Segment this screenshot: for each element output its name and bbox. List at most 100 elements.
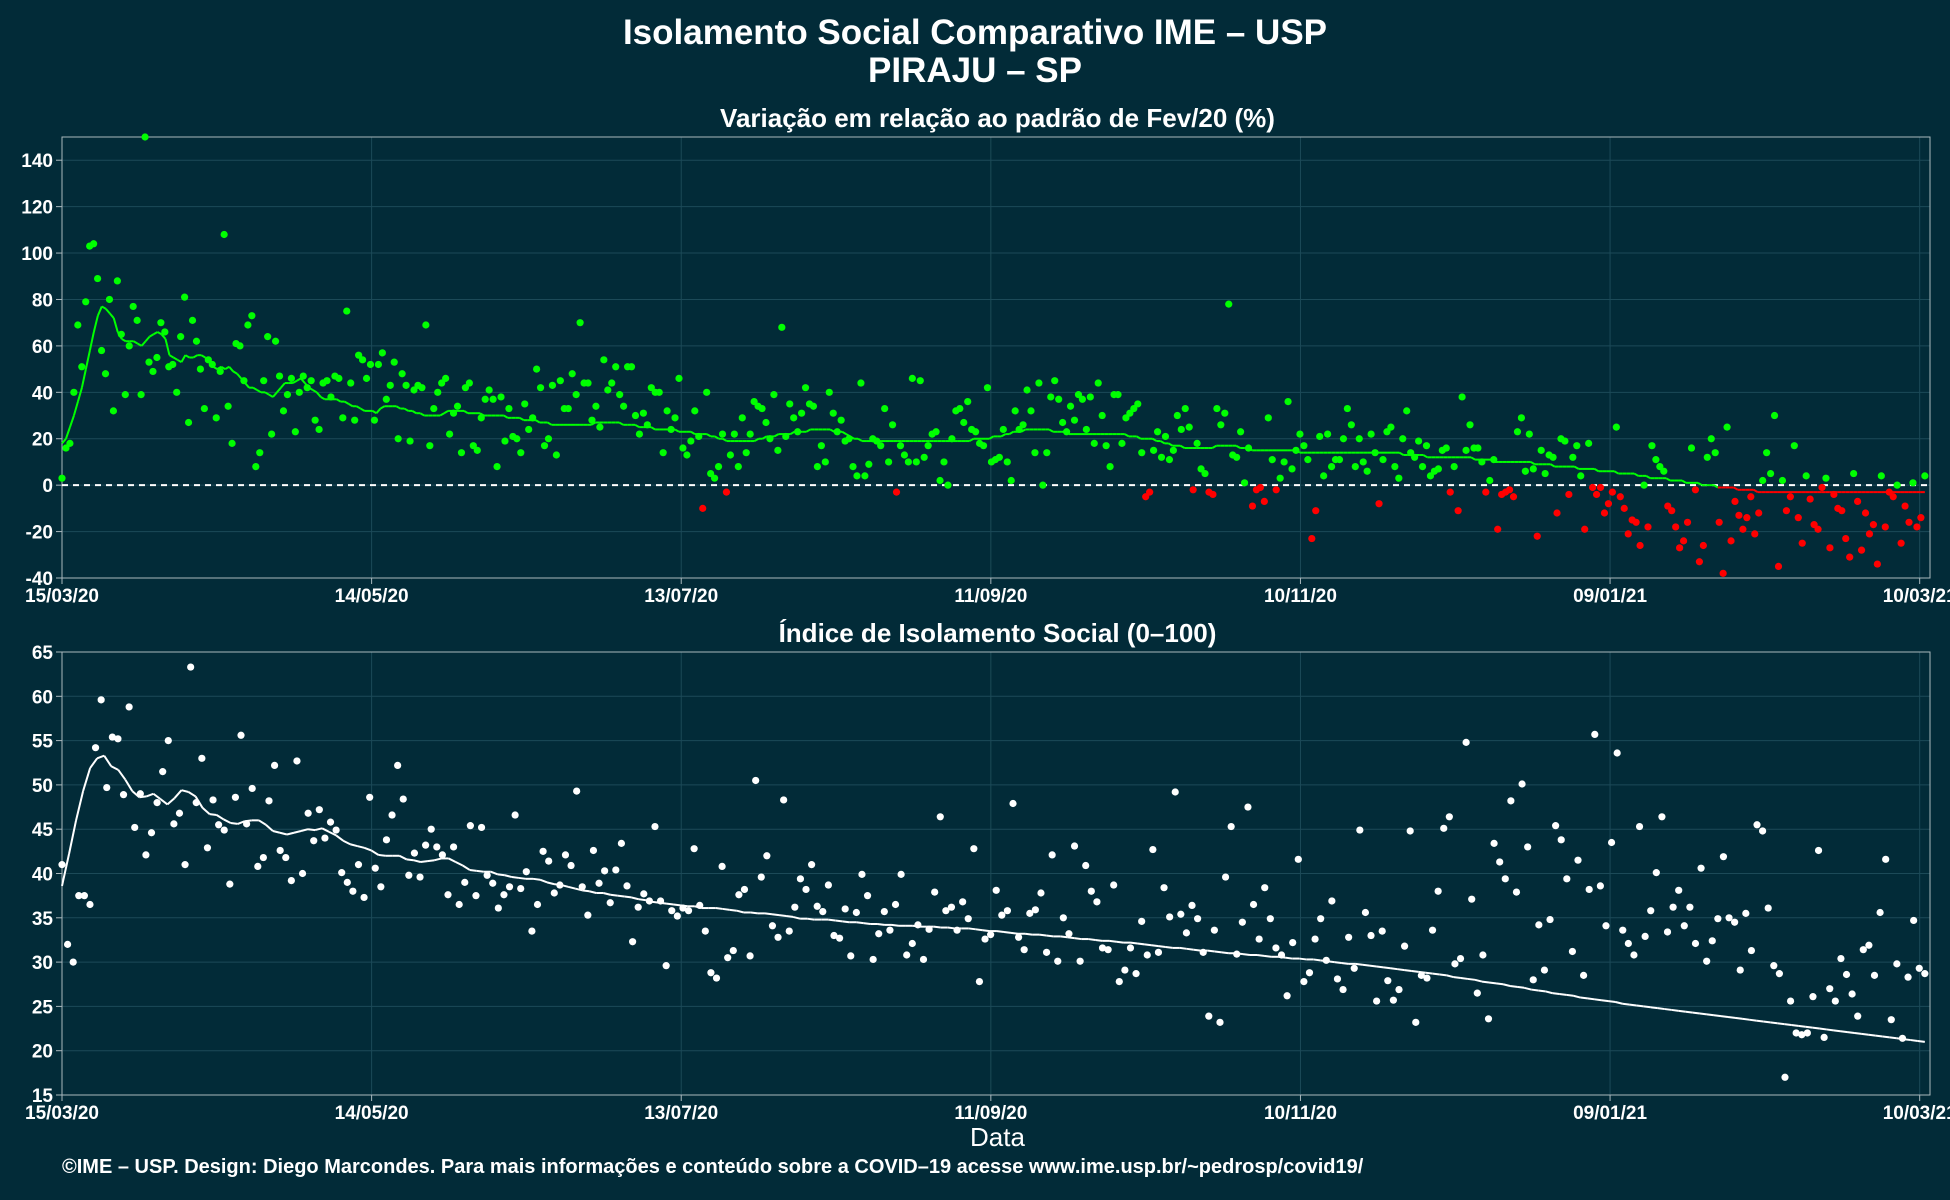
index-point bbox=[628, 938, 637, 946]
index-ytick-label: 50 bbox=[32, 776, 53, 797]
variation-point bbox=[1565, 490, 1573, 499]
variation-point bbox=[117, 330, 125, 338]
variation-moving-average-segment bbox=[618, 421, 624, 426]
index-point bbox=[444, 891, 452, 899]
index-point bbox=[1803, 1029, 1811, 1037]
index-point bbox=[1065, 930, 1073, 938]
index-point bbox=[1826, 985, 1834, 993]
variation-point bbox=[1869, 521, 1878, 529]
index-point bbox=[1602, 922, 1610, 930]
variation-point bbox=[584, 379, 592, 387]
variation-moving-average-segment bbox=[336, 398, 342, 403]
variation-point bbox=[1763, 449, 1771, 457]
variation-point bbox=[497, 393, 505, 401]
variation-point bbox=[1102, 442, 1110, 450]
variation-point bbox=[299, 372, 307, 380]
index-point bbox=[1138, 917, 1146, 925]
variation-point bbox=[177, 333, 185, 341]
index-point bbox=[640, 890, 648, 898]
variation-point bbox=[881, 404, 889, 413]
index-moving-average-segment bbox=[1088, 938, 1096, 941]
index-point bbox=[377, 883, 385, 891]
variation-point bbox=[1047, 393, 1055, 401]
index-moving-average-segment bbox=[96, 754, 105, 760]
variation-point bbox=[1648, 442, 1656, 450]
variation-moving-average-segment bbox=[1681, 479, 1687, 484]
footer-credits: ©IME – USP. Design: Diego Marcondes. Par… bbox=[62, 1156, 1364, 1178]
index-point bbox=[125, 703, 133, 711]
variation-point bbox=[422, 321, 430, 329]
index-moving-average-segment bbox=[666, 902, 674, 906]
index-moving-average-segment bbox=[1629, 1003, 1637, 1007]
index-point bbox=[500, 891, 508, 899]
variation-point bbox=[181, 293, 189, 301]
variation-point bbox=[1019, 421, 1027, 429]
index-point bbox=[959, 898, 967, 906]
variation-point bbox=[790, 414, 798, 422]
variation-point bbox=[675, 374, 683, 382]
variation-moving-average-segment bbox=[121, 338, 127, 343]
index-moving-average-segment bbox=[216, 814, 225, 821]
index-point bbox=[181, 861, 189, 869]
variation-point bbox=[1707, 435, 1715, 443]
variation-moving-average-segment bbox=[220, 365, 226, 370]
variation-point bbox=[402, 381, 410, 389]
index-point bbox=[433, 843, 441, 851]
index-moving-average-segment bbox=[1165, 946, 1173, 949]
index-point bbox=[1417, 971, 1425, 979]
index-point bbox=[1104, 946, 1112, 954]
index-point bbox=[847, 952, 855, 960]
variation-moving-average-segment bbox=[1398, 451, 1404, 456]
variation-point bbox=[1616, 493, 1624, 501]
index-point bbox=[1859, 946, 1867, 954]
variation-point bbox=[908, 374, 916, 382]
index-point bbox=[1350, 964, 1358, 972]
variation-point bbox=[264, 333, 272, 341]
index-moving-average-segment bbox=[1763, 1020, 1771, 1024]
variation-point bbox=[1395, 474, 1403, 482]
variation-point bbox=[1672, 523, 1680, 531]
variation-point bbox=[1857, 546, 1866, 554]
variation-point bbox=[608, 379, 616, 387]
variation-point bbox=[1375, 500, 1383, 508]
variation-moving-average-segment bbox=[112, 317, 119, 333]
index-moving-average-segment bbox=[1791, 1024, 1799, 1027]
variation-point bbox=[964, 398, 972, 406]
index-point bbox=[405, 871, 413, 879]
variation-point bbox=[813, 462, 822, 471]
variation-point bbox=[865, 460, 873, 468]
variation-point bbox=[1114, 391, 1122, 399]
index-moving-average-segment bbox=[1285, 956, 1293, 960]
index-moving-average-segment bbox=[1819, 1027, 1827, 1031]
variation-point bbox=[339, 414, 347, 422]
variation-point bbox=[944, 481, 952, 489]
index-moving-average-segment bbox=[1748, 1018, 1757, 1022]
variation-moving-average-segment bbox=[1697, 481, 1703, 487]
index-point bbox=[293, 757, 301, 765]
index-moving-average-segment bbox=[1221, 951, 1230, 955]
index-point bbox=[97, 696, 105, 704]
variation-point bbox=[1624, 530, 1632, 538]
index-point bbox=[522, 868, 530, 876]
variation-point bbox=[58, 474, 66, 482]
index-point bbox=[1669, 903, 1677, 911]
variation-moving-average-segment bbox=[1470, 456, 1476, 461]
variation-point bbox=[809, 402, 818, 410]
index-point bbox=[813, 902, 821, 910]
variation-moving-average-segment bbox=[168, 354, 174, 359]
index-point bbox=[863, 892, 872, 900]
index-point bbox=[729, 946, 737, 955]
variation-point bbox=[671, 414, 679, 422]
index-moving-average-segment bbox=[1362, 963, 1370, 967]
variation-point bbox=[426, 442, 434, 450]
variation-point bbox=[473, 446, 481, 454]
index-moving-average-segment bbox=[1263, 954, 1272, 958]
variation-moving-average-segment bbox=[65, 426, 71, 440]
variation-point bbox=[1798, 539, 1806, 547]
variation-point bbox=[1592, 490, 1601, 499]
index-moving-average-segment bbox=[173, 789, 183, 799]
index-moving-average-segment bbox=[835, 919, 843, 923]
variation-point bbox=[1244, 444, 1253, 452]
variation-point bbox=[196, 365, 205, 373]
